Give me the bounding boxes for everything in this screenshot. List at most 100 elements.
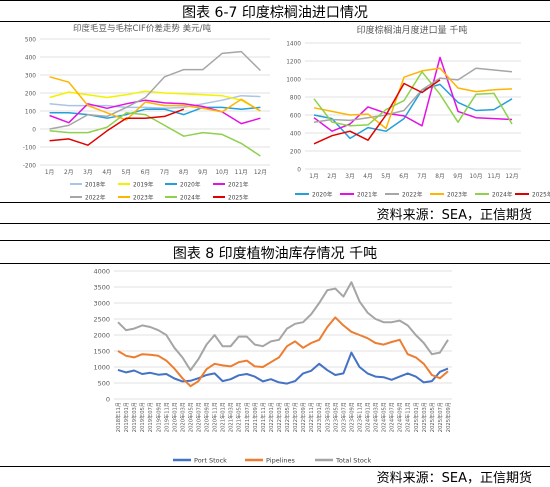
x-tick-label: 2025年05月: [428, 402, 436, 432]
legend-label: Total Stock: [335, 457, 371, 465]
x-tick-label: 2021年01月: [219, 402, 227, 432]
x-tick-label: 2020年05月: [186, 402, 194, 432]
y-tick-label: 800: [290, 96, 301, 102]
x-tick-label: 2020年09月: [203, 402, 211, 432]
x-tick-label: 3月: [83, 169, 93, 176]
x-tick-label: 2019年11月: [162, 402, 170, 432]
legend-label: 2022年: [85, 194, 106, 202]
x-tick-label: 2022年03月: [275, 402, 283, 432]
legend-label: 2020年: [180, 181, 201, 189]
y-tick-label: 400: [290, 132, 301, 138]
series-line: [49, 90, 261, 112]
x-tick-label: 2022年01月: [267, 402, 275, 432]
x-tick-label: 9月: [198, 169, 208, 176]
series-line: [117, 281, 449, 372]
x-tick-label: 8月: [179, 169, 189, 176]
x-tick-label: 2021年07月: [243, 402, 251, 432]
series-line: [49, 50, 261, 130]
stock-chart: 0 500 1000 1500 2000 2500 3000 3500 4000 2018年11月…: [93, 268, 452, 465]
figure1-bottom-rule: [0, 202, 550, 203]
y-tick-label: 4000: [93, 268, 110, 276]
y-tick-label: 3000: [93, 300, 110, 308]
y-tick-label: 1000: [286, 78, 301, 84]
x-tick-label: 2022年11月: [307, 402, 315, 432]
x-tick-label: 2021年03月: [227, 402, 235, 432]
x-tick-label: 2022年09月: [299, 402, 307, 432]
x-tick-label: 2019年03月: [130, 402, 138, 432]
y-tick-label: 1400: [286, 42, 301, 48]
spread-chart: 印度毛豆与毛棕CIF价差走势 美元/吨 -200 -100 0 100 200 300 400…: [23, 23, 270, 202]
x-tick-label: 2022年07月: [291, 402, 299, 432]
x-tick-label: 1月: [309, 173, 319, 180]
figure1-source-rule: [0, 223, 550, 224]
legend-label: 2023年: [133, 194, 154, 202]
series-line: [49, 99, 261, 125]
x-tick-label: 2024年05月: [380, 402, 388, 432]
x-tick-label: 2021年05月: [235, 402, 243, 432]
x-tick-label: 2024年07月: [388, 402, 396, 432]
x-tick-label: 2024年09月: [396, 402, 404, 432]
x-tick-label: 2020年11月: [211, 402, 219, 432]
x-tick-label: 8月: [435, 173, 445, 180]
x-tick-label: 2022年05月: [283, 402, 291, 432]
series-line: [313, 79, 441, 145]
y-tick-label: 500: [98, 380, 110, 388]
chart-title: 印度毛豆与毛棕CIF价差走势 美元/吨: [73, 23, 211, 34]
y-tick-label: 400: [25, 56, 36, 62]
y-tick-label: 500: [25, 38, 36, 44]
top-rule: [0, 0, 550, 1]
y-tick-label: 0: [297, 168, 301, 174]
series-line: [117, 316, 449, 388]
figure1-title-rule: [0, 21, 550, 22]
x-tick-label: 2024年11月: [404, 402, 412, 432]
import-chart: 印度棕榈油月度进口量 千吨 0 200 400 600 800 1000 1200 1400 1月…: [286, 24, 550, 199]
y-tick-label: 200: [25, 92, 36, 98]
legend-label: 2025年: [228, 194, 249, 202]
legend-label: 2024年: [180, 194, 201, 202]
figure1-source: 资料来源：SEA，正信期货: [376, 208, 532, 223]
x-tick-label: 2023年05月: [331, 402, 339, 432]
legend-label: 2024年: [492, 191, 513, 199]
x-tick-label: 9月: [453, 173, 463, 180]
legend-label: 2021年: [357, 191, 378, 199]
y-tick-label: 600: [290, 114, 301, 120]
y-tick-label: 1500: [93, 348, 110, 356]
legend-label: Port Stock: [194, 457, 227, 465]
x-tick-label: 2023年09月: [347, 402, 355, 432]
y-tick-label: -200: [23, 164, 36, 170]
x-tick-label: 2025年07月: [436, 402, 444, 432]
figure2-title-rule: [0, 263, 550, 264]
x-tick-label: 2021年09月: [251, 402, 259, 432]
x-tick-label: 2025年09月: [444, 402, 452, 432]
x-tick-label: 2019年07月: [146, 402, 154, 432]
x-tick-label: 2020年07月: [195, 402, 203, 432]
x-tick-label: 11月: [235, 169, 248, 176]
x-tick-label: 2018年11月: [114, 402, 122, 432]
x-tick-label: 2024年01月: [364, 402, 372, 432]
figure2-source: 资料来源：SEA，正信期货: [376, 471, 532, 486]
x-tick-label: 2021年11月: [259, 402, 267, 432]
x-tick-label: 2020年03月: [178, 402, 186, 432]
y-tick-label: 300: [25, 74, 36, 80]
x-tick-label: 5月: [122, 169, 132, 176]
x-tick-label: 2019年09月: [154, 402, 162, 432]
x-tick-label: 6月: [399, 173, 409, 180]
x-tick-label: 2024年03月: [372, 402, 380, 432]
legend-label: 2019年: [133, 181, 154, 189]
x-tick-label: 2月: [64, 169, 74, 176]
series-line: [313, 83, 513, 140]
y-tick-label: 2000: [93, 332, 110, 340]
x-tick-label: 7月: [160, 169, 170, 176]
y-tick-label: -100: [23, 146, 36, 152]
series-line: [49, 106, 261, 119]
x-tick-label: 2023年07月: [339, 402, 347, 432]
y-tick-label: 0: [32, 128, 36, 134]
figure1-title: 图表 6-7 印度棕榈油进口情况: [182, 5, 368, 21]
series-line: [313, 67, 513, 130]
figure2-top-rule: [0, 240, 550, 241]
x-tick-label: 2025年03月: [420, 402, 428, 432]
legend-label: 2025年: [532, 191, 550, 199]
x-tick-label: 7月: [417, 173, 427, 180]
series-line: [313, 67, 513, 123]
chart-title: 印度棕榈油月度进口量 千吨: [357, 24, 468, 36]
